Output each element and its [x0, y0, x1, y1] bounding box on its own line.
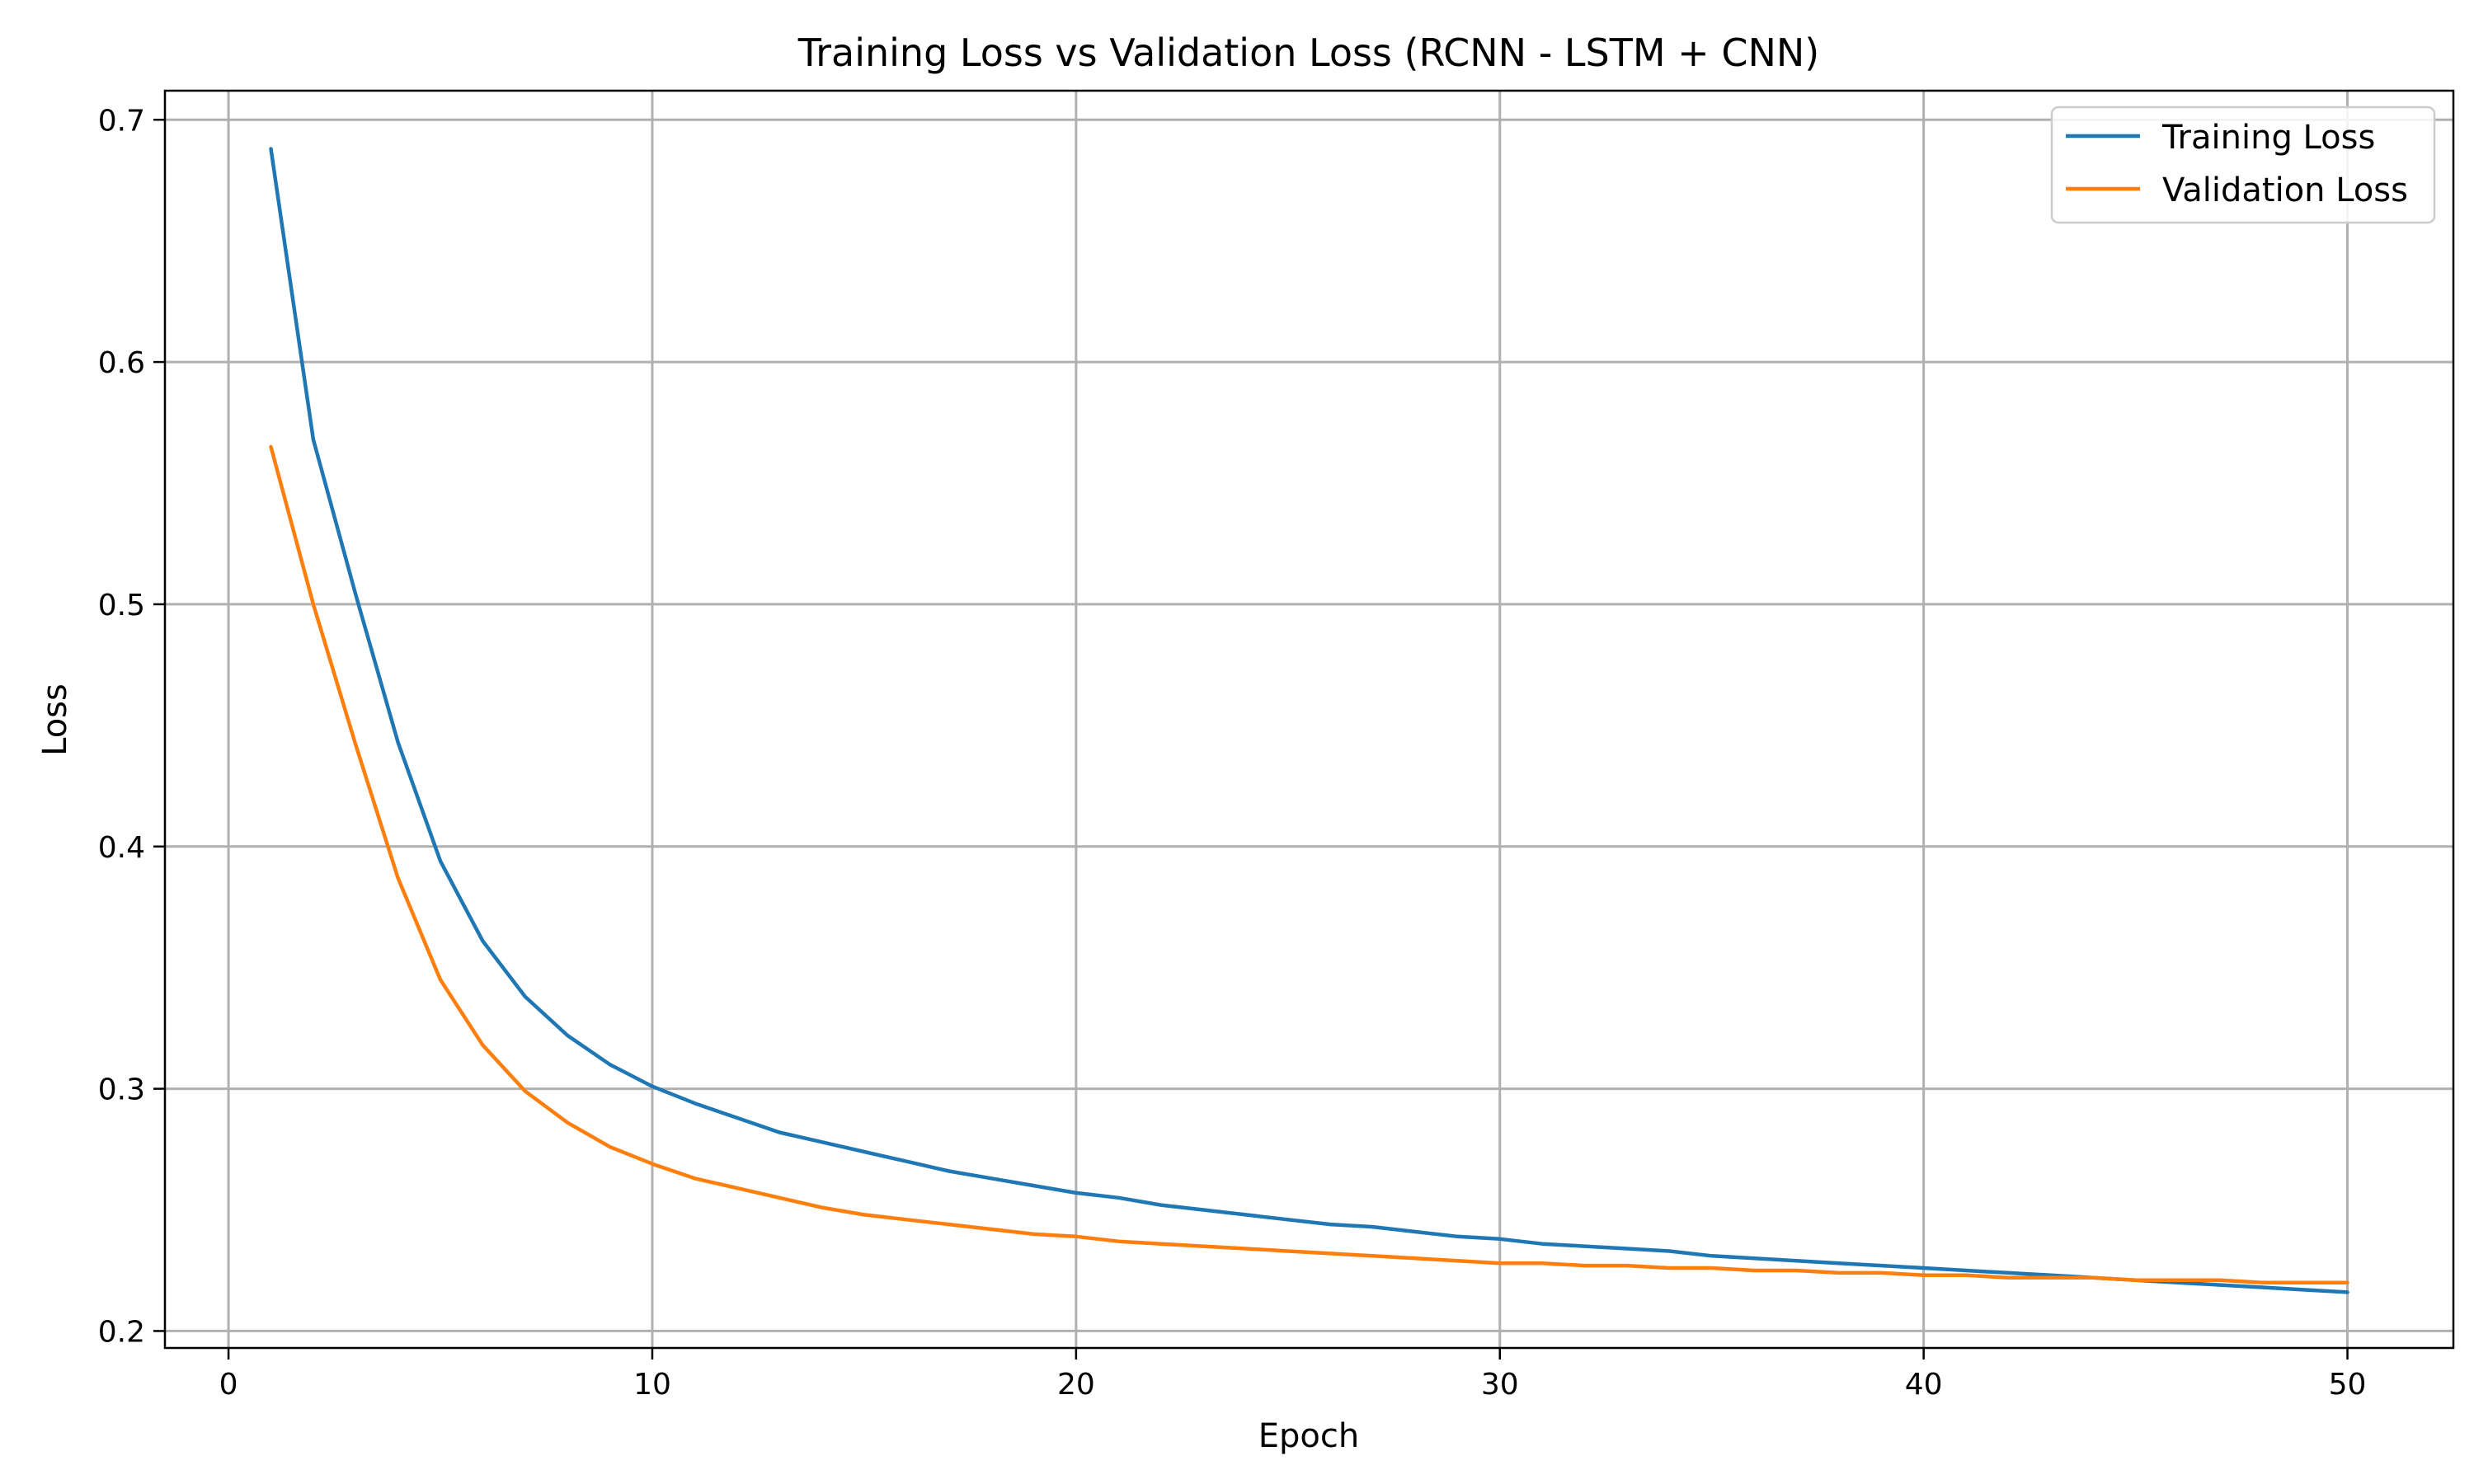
- legend-label-validation-loss: Validation Loss: [2162, 171, 2408, 209]
- x-axis-label: Epoch: [1258, 1417, 1359, 1455]
- legend-label-training-loss: Training Loss: [2161, 119, 2375, 157]
- x-tick-label: 20: [1057, 1368, 1095, 1402]
- series-line-training-loss: [269, 147, 2349, 1294]
- y-tick-label: 0.3: [98, 1073, 145, 1107]
- grid-lines: [165, 91, 2453, 1348]
- series-layer: [269, 147, 2349, 1294]
- y-tick-label: 0.6: [98, 346, 145, 380]
- x-tick-label: 10: [633, 1368, 671, 1402]
- y-axis-label: Loss: [36, 683, 74, 756]
- x-tick-label: 0: [219, 1368, 238, 1402]
- chart-title: Training Loss vs Validation Loss (RCNN -…: [797, 31, 1819, 75]
- y-tick-label: 0.5: [98, 589, 145, 622]
- x-tick-label: 50: [2329, 1368, 2367, 1402]
- legend-box: [2050, 106, 2436, 224]
- y-axis: 0.2 0.3 0.4 0.5 0.6 0.7: [98, 104, 165, 1349]
- y-tick-label: 0.4: [98, 831, 145, 865]
- legend: Training Loss Validation Loss: [2050, 106, 2436, 224]
- y-tick-label: 0.7: [98, 104, 145, 138]
- x-tick-label: 40: [1905, 1368, 1943, 1402]
- y-tick-label: 0.2: [98, 1315, 145, 1349]
- x-tick-label: 30: [1481, 1368, 1519, 1402]
- x-axis: 0 10 20 30 40 50: [219, 1348, 2367, 1402]
- plot-frame: [163, 89, 2455, 1350]
- series-line-validation-loss: [269, 444, 2349, 1284]
